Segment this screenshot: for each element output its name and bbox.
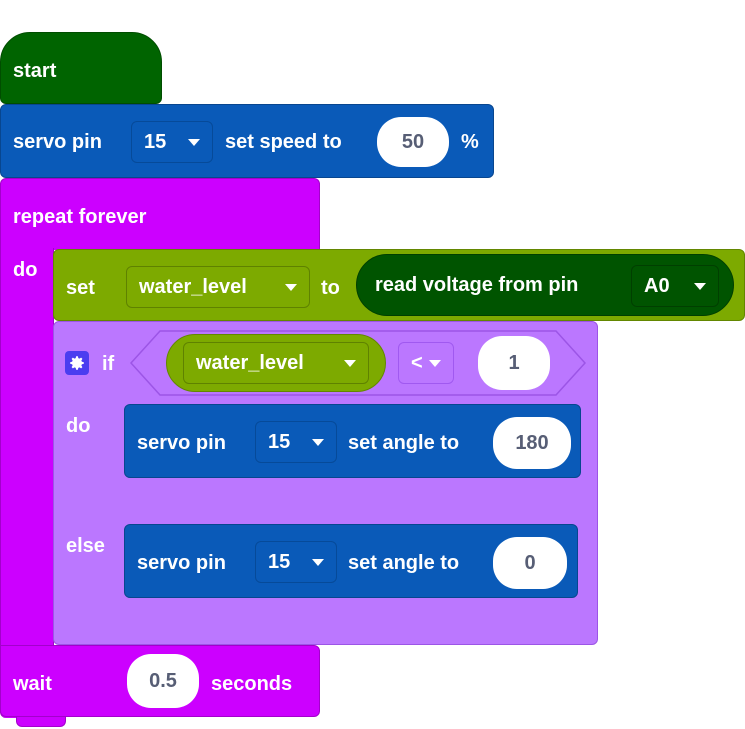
repeat-forever-header[interactable]: repeat forever [0,178,320,250]
read-voltage-reporter[interactable]: read voltage from pin A0 [356,254,734,316]
compare-value: 1 [508,351,520,374]
start-block[interactable]: start [0,32,162,104]
condition-variable-reporter[interactable]: water_level [166,334,386,392]
servo-set-angle-else-block[interactable]: servo pin 15 set angle to 0 [124,524,578,598]
wait-value: 0.5 [149,669,177,692]
set-speed-label: set speed to [225,131,342,153]
repeat-notch [16,716,66,727]
chevron-down-icon [188,139,200,146]
voltage-pin-dropdown[interactable]: A0 [631,265,719,307]
start-label: start [13,60,57,82]
variable-name: water_level [139,275,247,298]
condition-variable-dropdown[interactable]: water_level [183,342,369,384]
operator-value: < [411,351,423,374]
repeat-do-label: do [13,259,38,281]
speed-value: 50 [401,130,425,153]
wait-block[interactable]: wait 0.5 seconds [0,645,320,717]
angle-input[interactable]: 180 [493,417,571,469]
servo-set-angle-then-block[interactable]: servo pin 15 set angle to 180 [124,404,581,478]
set-label: set [66,277,95,299]
pin-dropdown[interactable]: 15 [131,121,213,163]
set-angle-label: set angle to [348,432,460,454]
chevron-down-icon [694,283,706,290]
if-label: if [102,353,115,375]
if-do-label: do [66,415,91,437]
compare-input[interactable]: 1 [478,336,550,390]
chevron-down-icon [285,284,297,291]
chevron-down-icon [344,360,356,367]
pin-value: 15 [268,550,291,573]
operator-dropdown[interactable]: < [398,342,454,384]
servo-pin-label: servo pin [137,432,226,454]
wait-input[interactable]: 0.5 [127,654,199,708]
else-label: else [66,535,105,557]
to-label: to [321,277,340,299]
speed-input[interactable]: 50 [377,117,449,167]
repeat-forever-label: repeat forever [13,206,147,228]
servo-set-speed-block[interactable]: servo pin 15 set speed to 50 % [0,104,494,178]
pin-value: 15 [144,130,167,153]
condition-variable-name: water_level [196,351,304,374]
pin-dropdown[interactable]: 15 [255,541,337,583]
voltage-pin-value: A0 [644,274,670,297]
wait-label: wait [13,673,52,695]
read-voltage-label: read voltage from pin [375,274,579,296]
angle-input[interactable]: 0 [493,537,567,589]
pin-value: 15 [268,430,291,453]
variable-dropdown[interactable]: water_level [126,266,310,308]
chevron-down-icon [429,360,441,367]
gear-icon[interactable] [65,351,89,375]
angle-value: 0 [524,551,536,574]
set-variable-block[interactable]: set water_level to read voltage from pin… [53,249,745,321]
set-angle-label: set angle to [348,552,460,574]
seconds-label: seconds [211,673,293,695]
servo-pin-label: servo pin [13,131,102,153]
pin-dropdown[interactable]: 15 [255,421,337,463]
servo-pin-label: servo pin [137,552,226,574]
angle-value: 180 [515,431,549,454]
chevron-down-icon [312,439,324,446]
chevron-down-icon [312,559,324,566]
percent-label: % [461,131,479,153]
